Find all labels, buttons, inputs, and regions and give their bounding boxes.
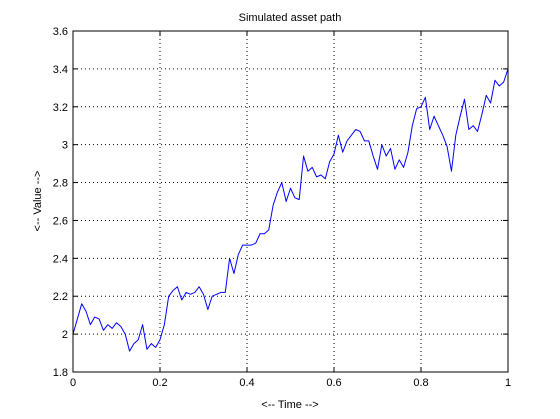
y-tick-label: 2.4 bbox=[53, 253, 68, 265]
y-axis-label: <-- Value --> bbox=[32, 171, 44, 232]
y-tick-label: 3.6 bbox=[53, 26, 68, 38]
x-axis-label: <-- Time --> bbox=[261, 399, 318, 411]
x-tick-label: 0.6 bbox=[326, 377, 341, 389]
y-tick-label: 1.8 bbox=[53, 367, 68, 379]
plot-area bbox=[72, 68, 509, 352]
y-tick-label: 2.8 bbox=[53, 178, 68, 190]
x-tick-label: 0.2 bbox=[152, 377, 167, 389]
x-tick-label: 0.8 bbox=[413, 377, 428, 389]
axis-ticks: 0 0.2 0.4 0.6 0.8 1 1.8 2 2.2 2.4 2.6 2.8 3 3.2 3.4 3.6 bbox=[53, 26, 511, 389]
axes-box bbox=[72, 30, 509, 373]
x-tick-label: 0 bbox=[70, 377, 76, 389]
y-tick-label: 3.2 bbox=[53, 102, 68, 114]
x-tick-label: 1 bbox=[505, 377, 511, 389]
y-tick-label: 3 bbox=[62, 140, 68, 152]
series-line bbox=[72, 68, 509, 352]
y-tick-label: 2.2 bbox=[53, 291, 68, 303]
y-tick-label: 2.6 bbox=[53, 215, 68, 227]
grid bbox=[73, 31, 508, 372]
y-tick-label: 2 bbox=[62, 329, 68, 341]
x-tick-label: 0.4 bbox=[239, 377, 254, 389]
chart-title: Simulated asset path bbox=[239, 12, 342, 24]
y-tick-label: 3.4 bbox=[53, 64, 68, 76]
